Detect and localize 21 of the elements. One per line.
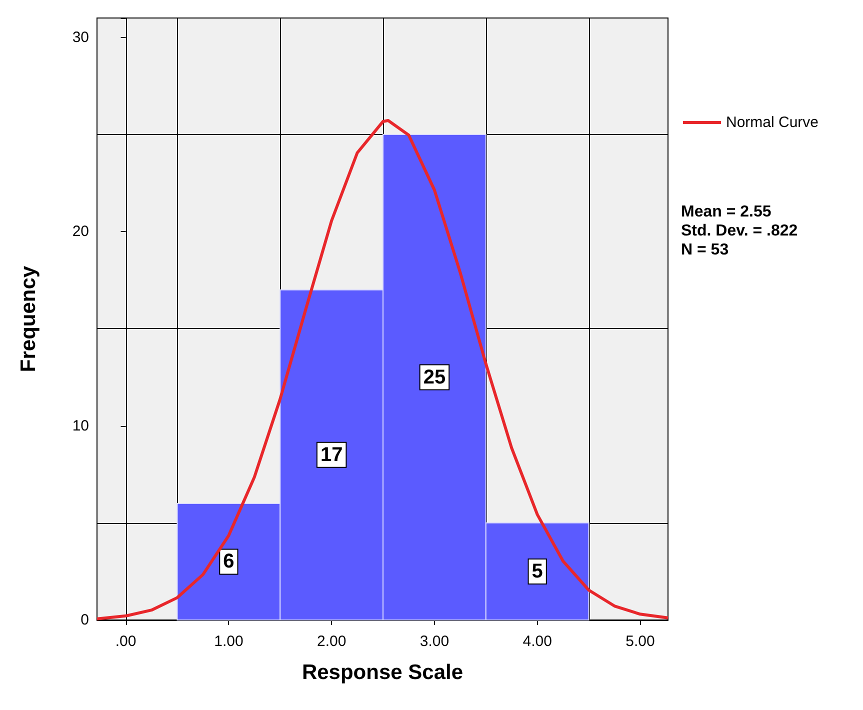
text: Mean = 2.55 [681,204,772,220]
line-series [96,119,670,620]
x-tick-label: 4.00 [522,633,552,650]
data-label: 6 [223,550,234,573]
text: Std. Dev. = .822 [681,222,798,240]
x-tick-label: 5.00 [626,633,655,650]
x-axis-title: Response Scale [302,661,464,684]
text: N = 53 [681,242,729,258]
data-label: 5 [532,560,543,582]
y-tick-label: 10 [72,417,89,434]
data-label: 17 [320,444,343,466]
x-tick-label: 2.00 [316,633,346,650]
y-tick-label: 30 [72,28,89,46]
y-tick-label: 0 [80,612,89,628]
x-tick-label: .00 [115,633,136,650]
x-tick-label: 1.00 [214,633,244,650]
y-tick-label: 20 [72,223,89,240]
legend-label: Normal Curve [726,114,819,131]
data-label: 25 [423,366,446,388]
y-axis-title: Frequency [17,266,40,372]
x-tick-label: 3.00 [420,633,450,650]
